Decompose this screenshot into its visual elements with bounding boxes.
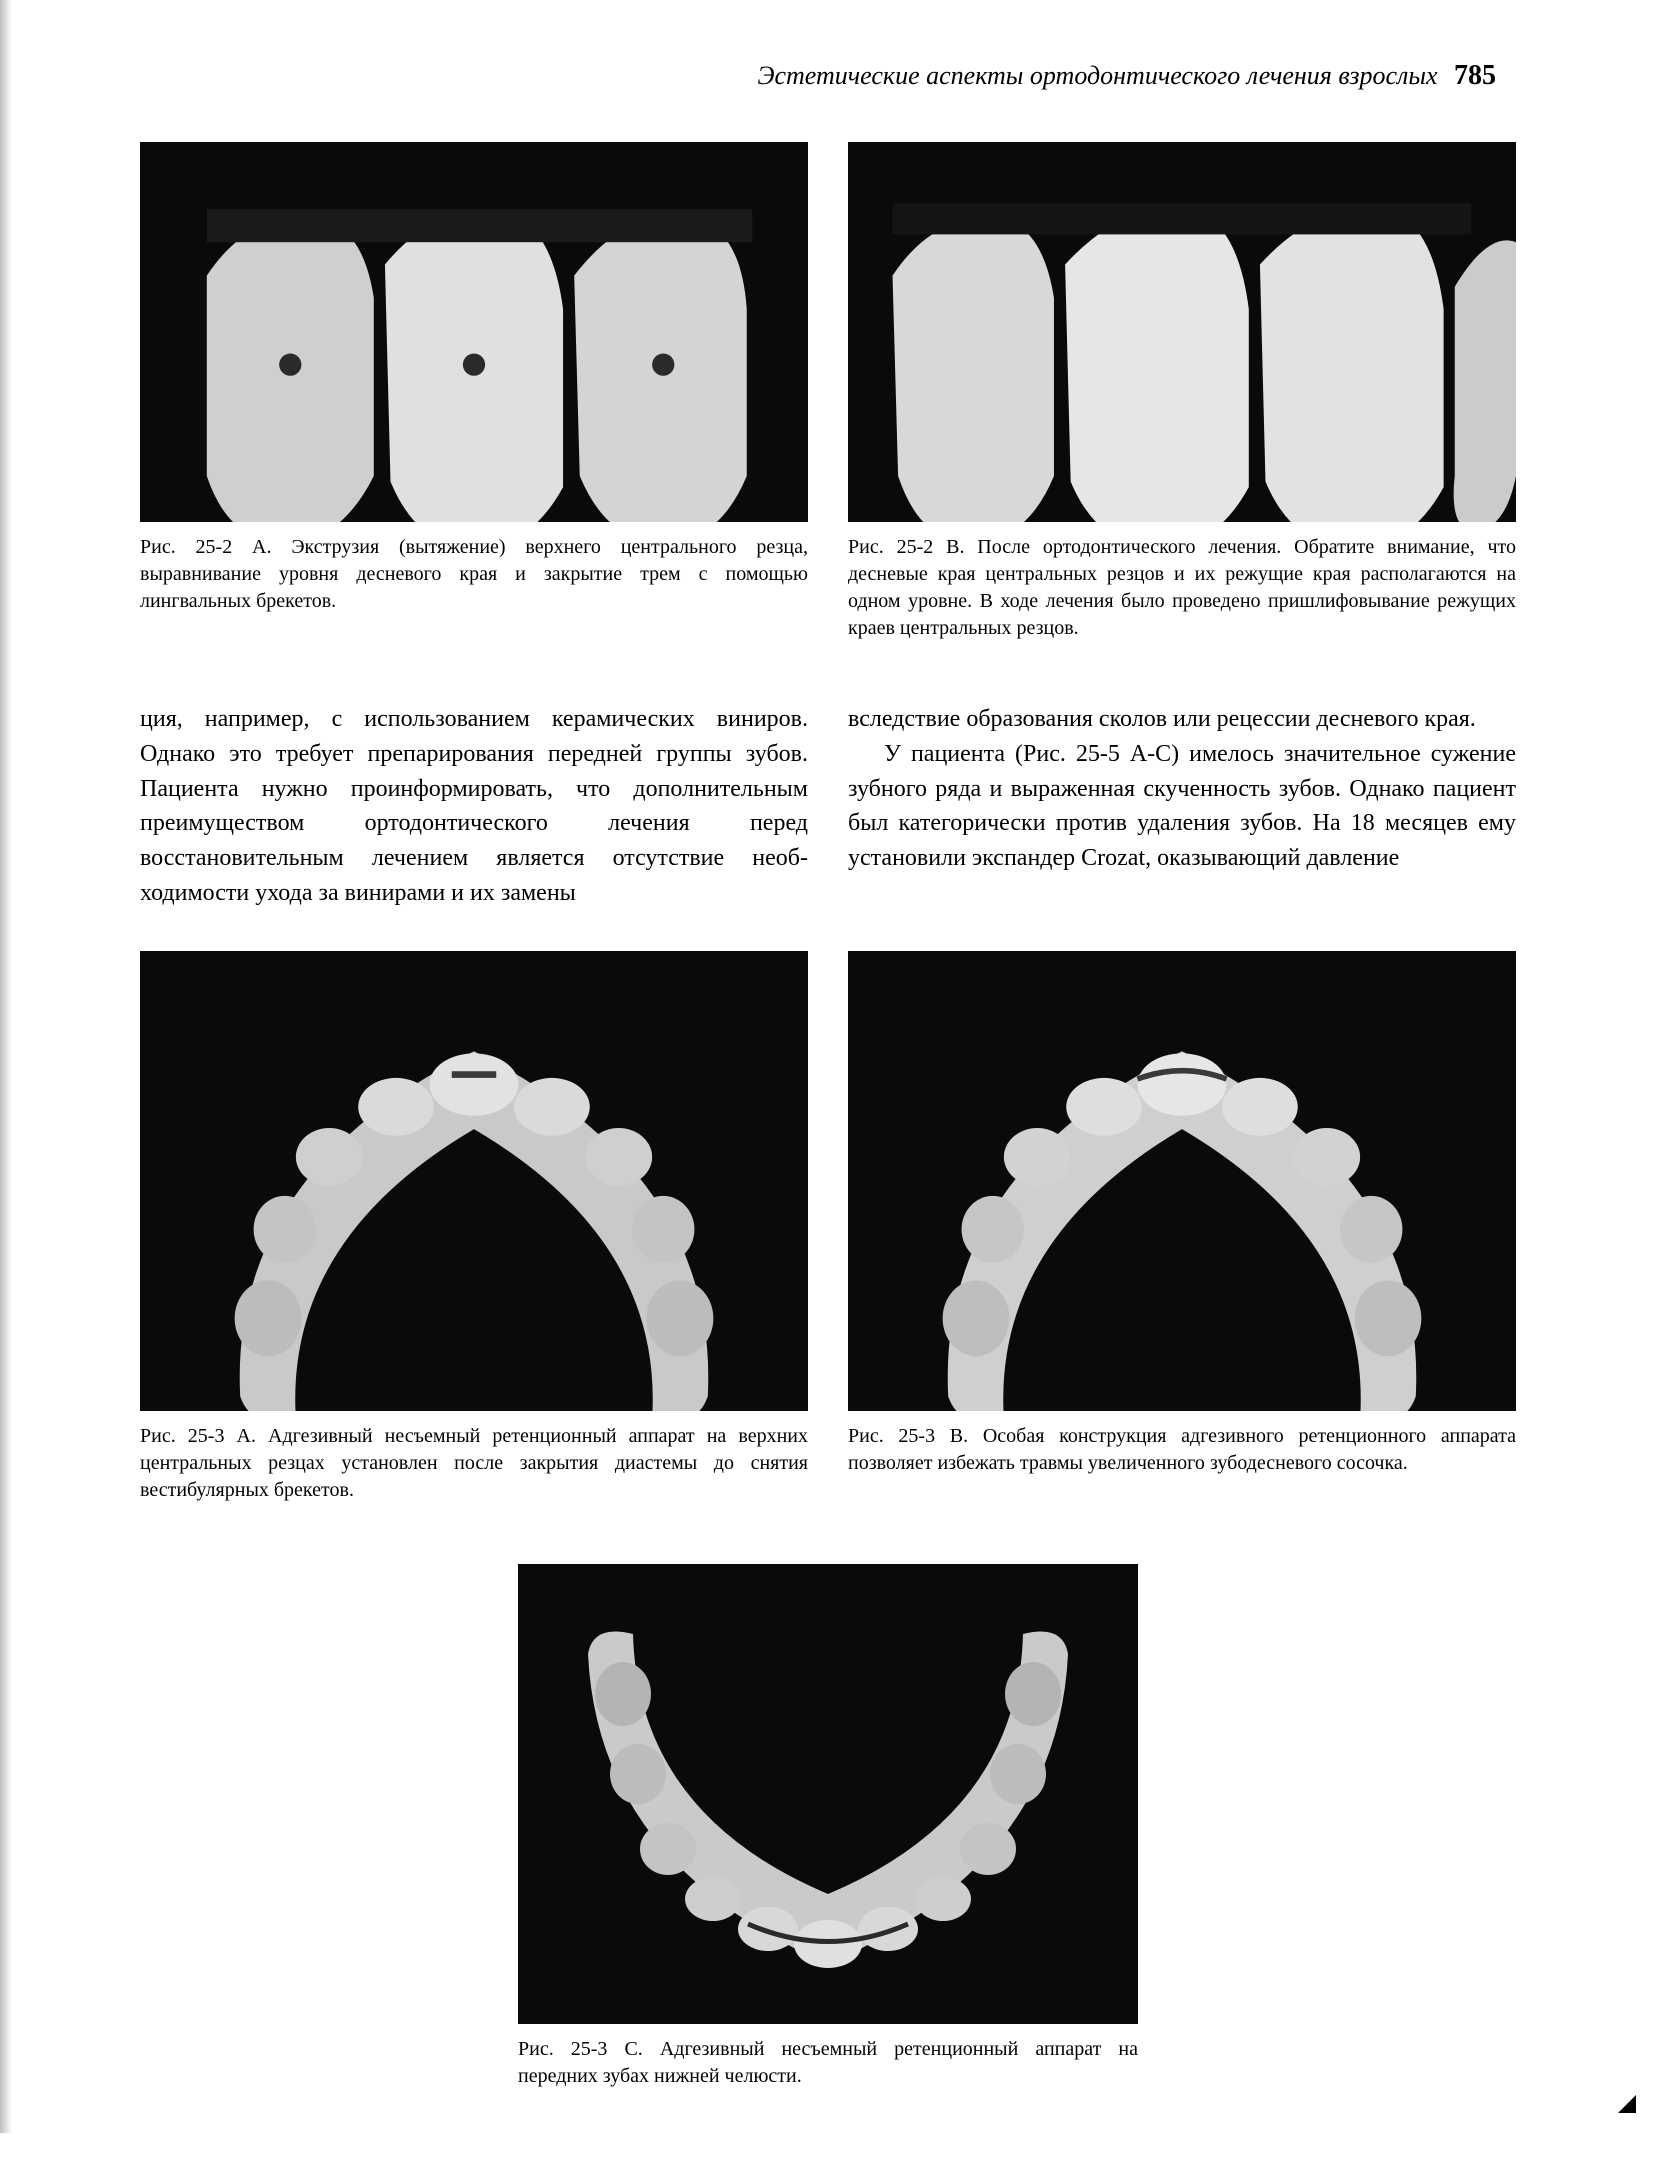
figure-25-3-a-image bbox=[140, 951, 808, 1411]
page-number: 785 bbox=[1454, 60, 1496, 91]
running-header: Эстетические аспекты ортодонтического ле… bbox=[140, 60, 1516, 92]
figure-25-3-a: Рис. 25-3 А. Адгезивный несъемный ретенц… bbox=[140, 951, 808, 1524]
body-right-column: вследствие образования сколов или рецесс… bbox=[848, 702, 1516, 911]
figure-25-3-b: Рис. 25-3 В. Особая конструкция адгезивн… bbox=[848, 951, 1516, 1524]
figure-25-3-c-caption: Рис. 25-3 С. Адгезивный несъемный ретенц… bbox=[518, 2036, 1138, 2090]
figure-25-3-c-image bbox=[518, 1564, 1138, 2024]
figure-25-3-b-image bbox=[848, 951, 1516, 1411]
body-right-p1: вследствие образования сколов или рецесс… bbox=[848, 702, 1516, 737]
lower-arch-illustration-icon bbox=[518, 1564, 1138, 2024]
scan-spine-shadow bbox=[0, 0, 12, 2133]
header-title: Эстетические аспекты ортодонтического ле… bbox=[757, 61, 1437, 90]
figure-25-2-b: Рис. 25-2 В. После ортодонтического лече… bbox=[848, 142, 1516, 662]
figure-25-3-b-caption: Рис. 25-3 В. Особая конструкция адгезивн… bbox=[848, 1423, 1516, 1477]
figure-25-2-b-caption: Рис. 25-2 В. После ортодонтического лече… bbox=[848, 534, 1516, 642]
figure-25-3-a-caption: Рис. 25-3 А. Адгезивный несъемный ретенц… bbox=[140, 1423, 808, 1504]
figure-25-2-a-caption: Рис. 25-2 А. Экструзия (вытяжение) верхн… bbox=[140, 534, 808, 615]
teeth-illustration-icon bbox=[140, 142, 808, 522]
arch-illustration-icon bbox=[848, 951, 1516, 1411]
body-left-column: ция, например, с использованием керамиче… bbox=[140, 702, 808, 911]
page-corner-mark-icon bbox=[1618, 2095, 1636, 2113]
figure-25-2-b-image bbox=[848, 142, 1516, 522]
body-right-p2: У пациента (Рис. 25-5 А-С) имелось значи… bbox=[848, 737, 1516, 876]
arch-illustration-icon bbox=[140, 951, 808, 1411]
figure-25-3-c: Рис. 25-3 С. Адгезивный несъемный ретенц… bbox=[140, 1564, 1516, 2090]
figure-25-2-a-image bbox=[140, 142, 808, 522]
figure-25-2-a: Рис. 25-2 А. Экструзия (вытяжение) верхн… bbox=[140, 142, 808, 662]
teeth-illustration-icon bbox=[848, 142, 1516, 522]
figure-row-25-2: Рис. 25-2 А. Экструзия (вытяжение) верхн… bbox=[140, 142, 1516, 662]
body-left-p1: ция, например, с использованием керамиче… bbox=[140, 702, 808, 911]
body-text-row: ция, например, с использованием керамиче… bbox=[140, 702, 1516, 911]
figure-row-25-3-ab: Рис. 25-3 А. Адгезивный несъемный ретенц… bbox=[140, 951, 1516, 1524]
